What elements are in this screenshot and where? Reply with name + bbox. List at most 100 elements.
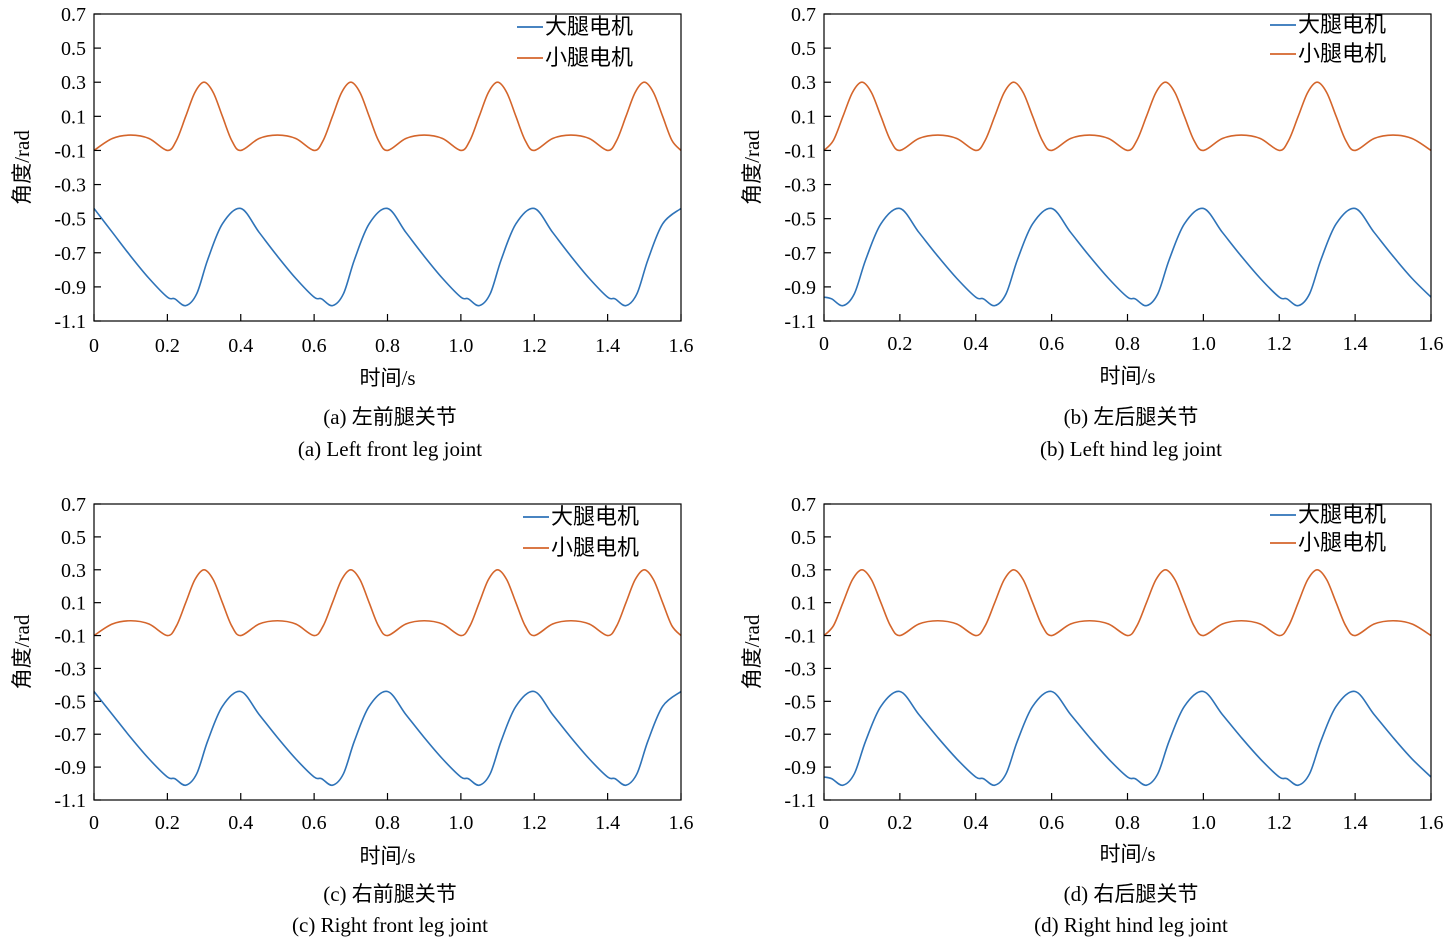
y-tick-label: -0.3	[784, 658, 816, 680]
caption-english: (c) Right front leg joint	[292, 913, 488, 937]
x-tick-label: 0.4	[228, 812, 253, 834]
caption-chinese: (c) 右前腿关节	[323, 882, 457, 906]
y-tick-label: -0.9	[784, 277, 816, 299]
y-tick-label: -0.9	[784, 757, 816, 779]
y-tick-label: 0.1	[61, 593, 86, 615]
series-line-thigh	[93, 207, 682, 307]
x-tick-label: 1.4	[595, 335, 620, 357]
x-axis-label: 时间/s	[359, 366, 415, 390]
x-tick-label: 1.0	[1191, 812, 1216, 834]
x-tick-label: 0.8	[375, 812, 400, 834]
x-tick-label: 1.2	[522, 812, 547, 834]
chart-panel-d: 0.7 0.5 0.3 0.1 -0.1 -0.3 -0.5 -0.7 -0.9 -1.10 0.2…	[740, 494, 1444, 937]
x-tick-label: 0.4	[963, 812, 988, 834]
caption-english: (d) Right hind leg joint	[1034, 913, 1228, 937]
y-tick-label: 0.1	[61, 106, 86, 128]
x-tick-label: 0.2	[887, 333, 912, 355]
y-tick-label: -0.5	[54, 209, 86, 231]
y-tick-label: -0.1	[54, 140, 86, 162]
y-tick-label: -1.1	[784, 311, 816, 333]
y-tick-label: -0.9	[54, 277, 86, 299]
y-axis-label: 角度/rad	[740, 130, 764, 205]
y-tick-label: -0.7	[54, 724, 86, 746]
legend-label-shank: 小腿电机	[545, 45, 633, 70]
y-tick-label: -0.3	[54, 658, 86, 680]
y-tick-label: -0.1	[784, 626, 816, 648]
x-tick-label: 0	[819, 333, 829, 355]
y-tick-label: 0.7	[61, 494, 86, 516]
y-tick-label: -0.3	[784, 175, 816, 197]
y-tick-label: 0.7	[61, 4, 86, 26]
x-tick-label: 1.6	[669, 812, 694, 834]
y-tick-label: -1.1	[54, 790, 86, 812]
series-line-shank	[93, 81, 682, 152]
x-tick-label: 1.6	[669, 335, 694, 357]
y-tick-label: -0.9	[54, 757, 86, 779]
caption-chinese: (b) 左后腿关节	[1064, 405, 1199, 429]
caption-chinese: (a) 左前腿关节	[323, 405, 457, 429]
x-tick-label: 1.6	[1419, 812, 1444, 834]
x-axis-label: 时间/s	[1099, 364, 1155, 388]
y-tick-label: -0.7	[784, 243, 816, 265]
x-tick-label: 0.2	[155, 812, 180, 834]
x-tick-label: 1.2	[1267, 812, 1292, 834]
x-tick-label: 1.0	[1191, 333, 1216, 355]
y-tick-label: -0.7	[54, 243, 86, 265]
y-tick-label: -0.5	[784, 691, 816, 713]
legend-label-shank: 小腿电机	[551, 535, 639, 560]
x-tick-label: 1.0	[448, 812, 473, 834]
x-tick-label: 0.6	[302, 812, 327, 834]
caption-chinese: (d) 右后腿关节	[1064, 882, 1199, 906]
x-axis-label: 时间/s	[359, 844, 415, 868]
x-tick-label: 0.6	[1039, 812, 1064, 834]
legend-label-shank: 小腿电机	[1298, 41, 1386, 66]
x-tick-label: 0	[89, 335, 99, 357]
y-tick-label: 0.3	[791, 560, 816, 582]
x-axis-label: 时间/s	[1099, 842, 1155, 866]
y-tick-label: 0.5	[791, 38, 816, 60]
series-line-shank	[823, 568, 1432, 637]
x-tick-label: 0.6	[1039, 333, 1064, 355]
series-line-thigh	[823, 207, 1432, 307]
y-axis-label: 角度/rad	[10, 614, 34, 689]
y-tick-label: -0.3	[54, 175, 86, 197]
chart-panel-a: 0.7 0.5 0.3 0.1 -0.1 -0.3 -0.5 -0.7 -0.9 -1.10 0.2…	[10, 4, 694, 461]
y-tick-label: -0.1	[54, 626, 86, 648]
y-tick-label: -0.7	[784, 724, 816, 746]
x-tick-label: 0.6	[302, 335, 327, 357]
y-tick-label: 0.1	[791, 593, 816, 615]
legend-label-thigh: 大腿电机	[1298, 502, 1386, 527]
legend-label-thigh: 大腿电机	[545, 14, 633, 39]
x-tick-label: 0	[89, 812, 99, 834]
chart-panel-c: 0.7 0.5 0.3 0.1 -0.1 -0.3 -0.5 -0.7 -0.9 -1.10 0.2…	[10, 494, 694, 937]
x-tick-label: 1.2	[522, 335, 547, 357]
legend-label-thigh: 大腿电机	[1298, 12, 1386, 37]
series-line-thigh	[93, 690, 682, 787]
y-tick-label: 0.5	[61, 38, 86, 60]
series-line-thigh	[823, 690, 1432, 787]
y-tick-label: -0.5	[784, 209, 816, 231]
y-tick-label: 0.7	[791, 494, 816, 516]
x-tick-label: 1.2	[1267, 333, 1292, 355]
y-tick-label: 0.3	[61, 72, 86, 94]
y-tick-label: 0.7	[791, 4, 816, 26]
y-tick-label: 0.1	[791, 106, 816, 128]
x-tick-label: 1.4	[595, 812, 620, 834]
y-axis-label: 角度/rad	[10, 130, 34, 205]
x-tick-label: 0.8	[375, 335, 400, 357]
y-tick-label: -0.1	[784, 140, 816, 162]
x-tick-label: 0.8	[1115, 812, 1140, 834]
y-tick-label: -1.1	[54, 311, 86, 333]
y-axis-label: 角度/rad	[740, 614, 764, 689]
y-tick-label: 0.3	[791, 72, 816, 94]
x-tick-label: 0	[819, 812, 829, 834]
chart-panel-b: 0.7 0.5 0.3 0.1 -0.1 -0.3 -0.5 -0.7 -0.9 -1.10 0.2…	[740, 4, 1444, 461]
x-tick-label: 0.4	[963, 333, 988, 355]
x-tick-label: 1.6	[1419, 333, 1444, 355]
y-tick-label: -0.5	[54, 691, 86, 713]
legend-label-thigh: 大腿电机	[551, 504, 639, 529]
x-tick-label: 0.8	[1115, 333, 1140, 355]
caption-english: (b) Left hind leg joint	[1040, 437, 1222, 461]
x-tick-label: 0.2	[155, 335, 180, 357]
